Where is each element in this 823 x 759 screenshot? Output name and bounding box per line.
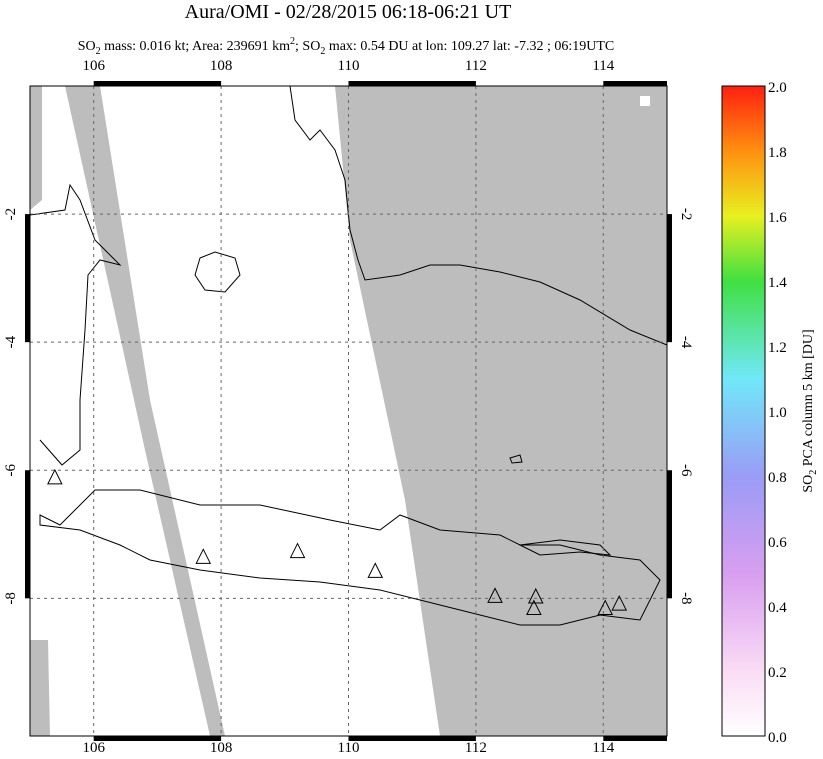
colorbar-tick-label: 0.0: [768, 730, 787, 746]
volcano: [597, 599, 614, 616]
y-tick-label: -8: [3, 592, 19, 605]
volcano: [611, 594, 628, 611]
x-tick-label: 112: [465, 740, 487, 756]
y-tick-label: -6: [678, 464, 694, 477]
volcano: [527, 587, 544, 604]
no-data: [30, 86, 42, 210]
overlay: 106 106 108 108 110 110 112 112 114 114 -2 -2 -4 -4 -6…: [3, 58, 787, 756]
x-tick-label: 112: [465, 58, 487, 74]
coastline: [518, 539, 612, 556]
volcano: [289, 542, 306, 559]
colorbar-tick-label: 0.6: [768, 535, 787, 551]
subtitle-part: 2: [290, 36, 295, 47]
y-tick-label: -2: [3, 208, 19, 221]
colorbar-tick-label: 1.0: [768, 405, 787, 421]
no-data: [65, 86, 225, 736]
colorbar-tick-label: 2.0: [768, 80, 787, 96]
colorbar-label-part: SO: [801, 475, 816, 493]
y-tick-label: -4: [678, 336, 694, 349]
frame-bar: [348, 736, 476, 741]
frame-bar: [667, 214, 672, 343]
map-frame: [29, 85, 668, 737]
x-tick-label: 114: [592, 58, 614, 74]
subtitle-part: mass: 0.016 kt; Area: 239691 km: [101, 39, 290, 54]
colorbar-tick-label: 1.8: [768, 145, 787, 161]
colorbar-label: SO2 PCA column 5 km [DU]: [801, 329, 819, 492]
frame-bar: [25, 470, 30, 599]
subtitle: SO2 mass: 0.016 kt; Area: 239691 km2; SO…: [78, 36, 615, 57]
colorbar-tick-label: 0.4: [768, 600, 787, 616]
frame-bar: [667, 470, 672, 599]
coastline: [509, 454, 523, 464]
no-data: [30, 640, 50, 736]
frame-bar: [348, 81, 476, 86]
x-tick-label: 106: [82, 58, 105, 74]
coastline: [289, 86, 667, 346]
colorbar: [721, 85, 766, 737]
x-tick-label: 106: [82, 740, 105, 756]
frame-bar: [93, 736, 222, 741]
frame-bar: [93, 81, 222, 86]
coastline: [30, 183, 122, 466]
x-tick-label: 108: [210, 740, 233, 756]
coastline: [39, 489, 661, 626]
colorbar-tick-label: 1.4: [768, 275, 787, 291]
subtitle-part: ; SO: [295, 39, 320, 54]
colorbar-tick-label: 1.6: [768, 210, 787, 226]
volcano: [47, 468, 63, 485]
swath: [640, 96, 650, 106]
colorbar-label-part: PCA column 5 km [DU]: [801, 329, 816, 469]
y-tick-label: -4: [3, 335, 19, 348]
x-tick-label: 114: [592, 740, 614, 756]
y-tick-label: -6: [3, 463, 19, 476]
subtitle-part: SO: [78, 39, 96, 54]
frame-bar: [603, 736, 667, 741]
no-data: [335, 86, 667, 736]
x-tick-label: 110: [338, 58, 360, 74]
x-tick-label: 108: [210, 58, 233, 74]
frame-bar: [603, 81, 667, 86]
y-tick-label: -2: [678, 208, 694, 221]
volcano: [367, 562, 384, 578]
coastline: [194, 251, 241, 293]
x-tick-label: 110: [338, 740, 360, 756]
volcano: [487, 587, 503, 603]
colorbar-tick-label: 0.8: [768, 470, 787, 486]
colorbar-tick-label: 1.2: [768, 340, 787, 356]
subtitle-part: 2: [320, 46, 325, 57]
frame-bar: [25, 214, 30, 343]
y-tick-label: -8: [678, 592, 694, 605]
subtitle-part: max: 0.54 DU at lon: 109.27 lat: -7.32 ;…: [325, 39, 614, 54]
volcano: [195, 548, 212, 564]
colorbar-tick-label: 0.2: [768, 665, 787, 681]
volcano: [526, 599, 542, 616]
colorbar-label-part: 2: [808, 470, 819, 475]
subtitle-part: 2: [96, 46, 101, 57]
chart-title: Aura/OMI - 02/28/2015 06:18-06:21 UT: [185, 1, 512, 23]
